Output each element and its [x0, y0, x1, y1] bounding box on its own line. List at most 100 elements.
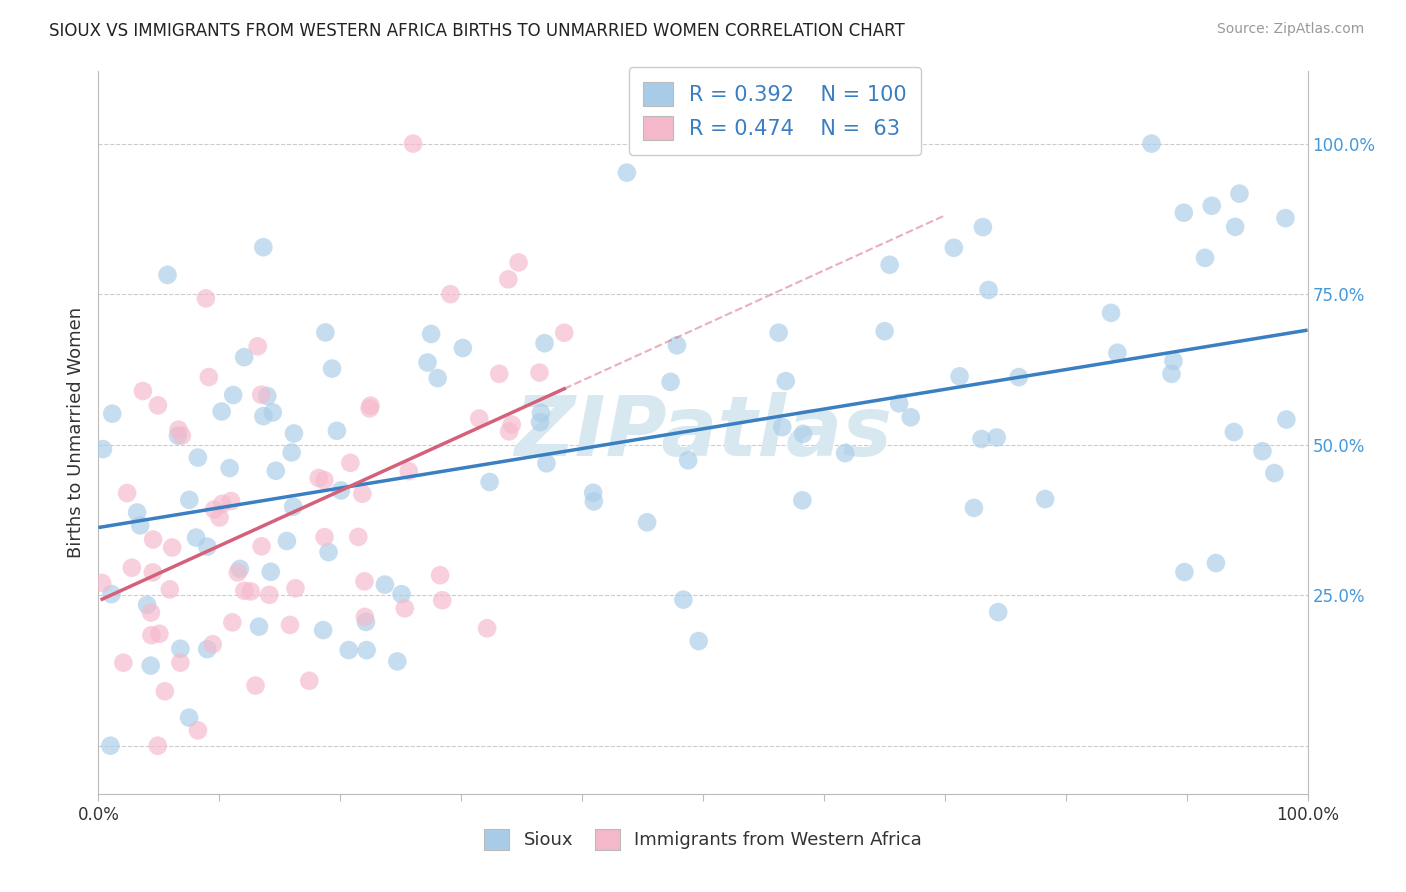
Point: [179, 492, 201, 507]
Point: [1229, 186, 1251, 201]
Point: [356, 643, 378, 657]
Point: [432, 593, 454, 607]
Point: [222, 388, 245, 402]
Point: [187, 450, 209, 465]
Point: [353, 610, 375, 624]
Point: [451, 341, 474, 355]
Point: [326, 424, 349, 438]
Point: [582, 485, 605, 500]
Point: [245, 679, 267, 693]
Point: [318, 545, 340, 559]
Point: [1201, 199, 1223, 213]
Point: [146, 398, 169, 412]
Point: [208, 510, 231, 524]
Text: ZIPatlas: ZIPatlas: [515, 392, 891, 473]
Point: [221, 615, 243, 630]
Point: [942, 241, 965, 255]
Point: [553, 326, 575, 340]
Point: [136, 598, 159, 612]
Point: [314, 530, 336, 544]
Point: [101, 407, 124, 421]
Point: [676, 453, 699, 467]
Text: SIOUX VS IMMIGRANTS FROM WESTERN AFRICA BIRTHS TO UNMARRIED WOMEN CORRELATION CH: SIOUX VS IMMIGRANTS FROM WESTERN AFRICA …: [49, 22, 905, 40]
Point: [352, 487, 374, 501]
Point: [247, 620, 270, 634]
Point: [387, 655, 409, 669]
Point: [339, 456, 361, 470]
Point: [1160, 367, 1182, 381]
Point: [259, 588, 281, 602]
Point: [475, 621, 498, 635]
Point: [284, 582, 307, 596]
Point: [478, 475, 501, 489]
Point: [146, 739, 169, 753]
Point: [129, 518, 152, 533]
Point: [416, 355, 439, 369]
Point: [1263, 466, 1285, 480]
Point: [508, 255, 530, 269]
Point: [1008, 370, 1031, 384]
Point: [314, 326, 336, 340]
Point: [115, 486, 138, 500]
Point: [394, 601, 416, 615]
Point: [398, 464, 420, 478]
Point: [233, 583, 256, 598]
Point: [498, 272, 520, 286]
Point: [262, 405, 284, 419]
Point: [202, 502, 225, 516]
Point: [264, 464, 287, 478]
Point: [170, 428, 193, 442]
Legend: Sioux, Immigrants from Western Africa: Sioux, Immigrants from Western Africa: [477, 822, 929, 857]
Point: [260, 565, 283, 579]
Point: [1140, 136, 1163, 151]
Point: [529, 366, 551, 380]
Point: [159, 582, 181, 597]
Point: [426, 371, 449, 385]
Point: [127, 506, 149, 520]
Point: [195, 642, 218, 657]
Point: [1223, 425, 1246, 439]
Point: [321, 361, 343, 376]
Point: [347, 530, 370, 544]
Point: [970, 432, 993, 446]
Point: [1033, 491, 1056, 506]
Point: [792, 426, 814, 441]
Point: [169, 656, 191, 670]
Point: [963, 500, 986, 515]
Point: [252, 240, 274, 254]
Point: [233, 350, 256, 364]
Point: [139, 658, 162, 673]
Point: [972, 220, 994, 235]
Point: [226, 566, 249, 580]
Point: [314, 473, 336, 487]
Point: [616, 166, 638, 180]
Point: [1251, 444, 1274, 458]
Y-axis label: Births to Unmarried Women: Births to Unmarried Women: [66, 307, 84, 558]
Point: [142, 566, 165, 580]
Point: [112, 656, 135, 670]
Point: [354, 615, 377, 629]
Point: [169, 641, 191, 656]
Point: [91, 576, 114, 591]
Point: [184, 531, 207, 545]
Point: [160, 541, 183, 555]
Point: [329, 483, 352, 498]
Point: [498, 425, 520, 439]
Point: [834, 446, 856, 460]
Point: [141, 628, 163, 642]
Point: [636, 516, 658, 530]
Point: [283, 426, 305, 441]
Point: [252, 409, 274, 424]
Point: [530, 406, 553, 420]
Point: [218, 461, 240, 475]
Point: [986, 430, 1008, 444]
Point: [1225, 219, 1247, 234]
Point: [256, 389, 278, 403]
Point: [276, 534, 298, 549]
Point: [1173, 565, 1195, 579]
Point: [977, 283, 1000, 297]
Point: [1274, 211, 1296, 226]
Point: [533, 336, 555, 351]
Point: [219, 494, 242, 508]
Point: [194, 292, 217, 306]
